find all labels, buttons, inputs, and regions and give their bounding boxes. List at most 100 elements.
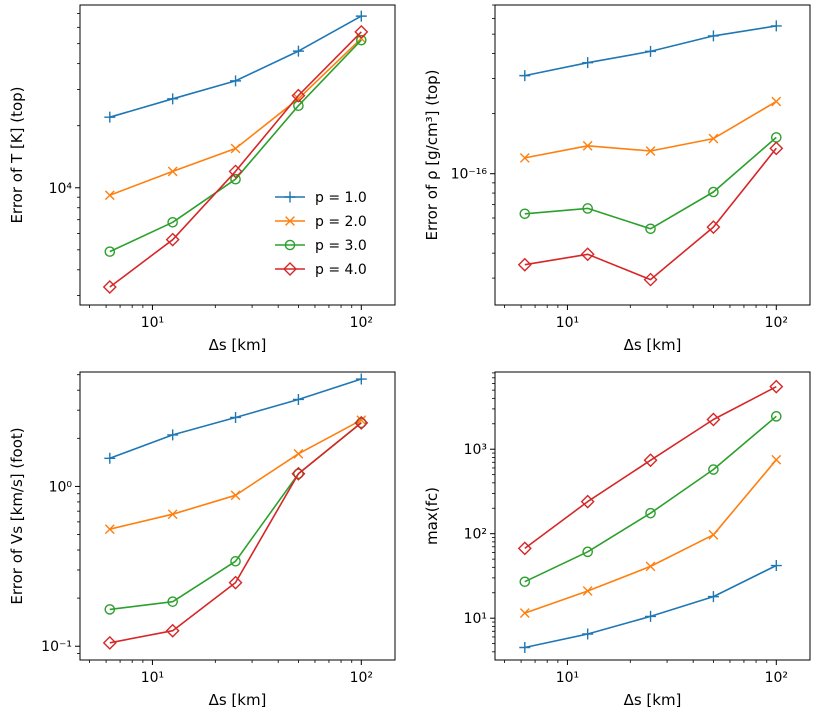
- data-point-p4: [165, 232, 180, 247]
- data-point-p2: [167, 166, 178, 177]
- data-point-p1: [645, 45, 657, 57]
- axes-frame: [79, 4, 396, 306]
- data-point-p3: [355, 417, 367, 429]
- y-tick-label: 10⁻¹: [41, 639, 72, 655]
- data-point-p2: [771, 96, 782, 107]
- panel-top-right: 10¹ 10² 10⁻¹⁶ Δs [km] Error of ρ [g/cm³] (to…: [423, 4, 811, 354]
- data-point-p4: [580, 494, 595, 509]
- legend-label-p2: p = 2.0: [315, 214, 367, 230]
- data-point-p2: [293, 448, 304, 459]
- data-point-p1: [167, 93, 179, 105]
- data-point-p1: [355, 10, 367, 22]
- series-p1: [519, 560, 782, 653]
- data-point-p4: [102, 635, 117, 650]
- data-point-p1: [519, 641, 531, 653]
- data-point-p4: [769, 379, 784, 394]
- data-point-p1: [770, 560, 782, 572]
- series-p1: [104, 10, 367, 123]
- data-point-p1: [230, 75, 242, 87]
- series-p3: [104, 34, 367, 257]
- y-tick-label: 10⁴: [49, 181, 73, 197]
- series-line-p4: [524, 147, 777, 281]
- series-line-p2: [524, 459, 777, 614]
- x-tick-label: 10¹: [556, 670, 579, 686]
- series-line-p1: [109, 15, 362, 118]
- data-point-p3: [519, 576, 531, 588]
- data-point-p4: [580, 247, 595, 262]
- data-point-p3: [708, 186, 719, 198]
- data-point-p4: [706, 412, 721, 427]
- data-point-p3: [355, 34, 367, 46]
- panel-bottom-right: 10¹ 10² 10¹ 10² 10³ Δs [km] max(fc): [423, 371, 811, 709]
- tick-group: 10¹ 10² 10⁴: [49, 13, 373, 331]
- data-point-p4: [643, 272, 658, 287]
- data-point-p1: [582, 57, 594, 69]
- data-point-p4: [354, 24, 369, 39]
- data-point-p2: [582, 140, 593, 151]
- legend-label-p3: p = 3.0: [315, 238, 367, 254]
- data-point-p2: [356, 415, 367, 426]
- x-axis-label: Δs [km]: [209, 691, 267, 709]
- series-p1: [519, 20, 782, 82]
- data-point-p3: [645, 223, 656, 235]
- series-line-p1: [524, 564, 777, 649]
- legend-marker-p3: [284, 239, 296, 251]
- series-p1: [104, 373, 367, 464]
- data-point-p2: [104, 524, 115, 535]
- data-point-p4: [769, 141, 784, 156]
- x-axis-label: Δs [km]: [209, 336, 267, 354]
- panel-top-left: 10¹ 10² 10⁴ Δs [km] Error of T [K] (top) p = …: [8, 4, 396, 354]
- y-tick-label: 10²: [464, 527, 487, 543]
- data-point-p1: [582, 628, 594, 640]
- axes-frame: [494, 371, 811, 661]
- data-point-p4: [354, 415, 369, 430]
- data-point-p4: [165, 623, 180, 638]
- y-tick-label: 10³: [464, 442, 487, 458]
- data-point-p4: [706, 220, 721, 235]
- data-point-p2: [519, 153, 530, 163]
- y-axis-label: max(fc): [423, 487, 441, 545]
- legend-marker-p1: [284, 191, 296, 203]
- x-tick-label: 10¹: [141, 670, 164, 686]
- data-point-p2: [230, 143, 241, 154]
- data-point-p3: [708, 464, 719, 475]
- tick-group: 10¹ 10² 10⁻¹ 10⁰: [41, 374, 373, 686]
- data-point-p1: [770, 20, 782, 32]
- data-point-p4: [291, 466, 306, 481]
- series-p4: [102, 415, 369, 650]
- data-point-p2: [167, 509, 178, 520]
- data-point-p1: [104, 111, 116, 123]
- data-point-p4: [517, 257, 532, 272]
- data-point-p3: [582, 203, 593, 214]
- data-point-p2: [708, 529, 719, 540]
- data-point-p3: [104, 246, 116, 257]
- x-axis-label: Δs [km]: [624, 336, 682, 354]
- data-point-p1: [355, 373, 367, 385]
- series-p3: [519, 411, 782, 588]
- x-axis-label: Δs [km]: [624, 691, 682, 709]
- data-point-p1: [707, 591, 719, 603]
- data-point-p3: [582, 546, 593, 558]
- series-line-p3: [109, 39, 362, 253]
- tick-group: 10¹ 10² 10⁻¹⁶: [451, 4, 788, 331]
- data-point-p4: [228, 164, 243, 179]
- x-tick-label: 10¹: [556, 315, 579, 331]
- series-p2: [519, 454, 782, 618]
- y-tick-label: 10¹: [464, 611, 487, 627]
- data-point-p3: [230, 555, 241, 567]
- series-p3: [104, 417, 367, 615]
- data-point-p1: [167, 429, 179, 441]
- series-line-p4: [109, 31, 362, 288]
- series-line-p4: [524, 385, 777, 550]
- x-tick-label: 10¹: [141, 315, 164, 331]
- data-point-p4: [228, 575, 243, 590]
- data-point-p3: [645, 507, 656, 519]
- legend-marker-p2: [285, 216, 295, 226]
- y-axis-label: Error of Vs [km/s] (foot): [8, 427, 26, 604]
- data-point-p2: [708, 133, 719, 144]
- data-point-p2: [230, 490, 241, 501]
- data-point-p1: [645, 610, 657, 622]
- legend-label-p1: p = 1.0: [315, 190, 367, 206]
- data-point-p4: [517, 541, 532, 556]
